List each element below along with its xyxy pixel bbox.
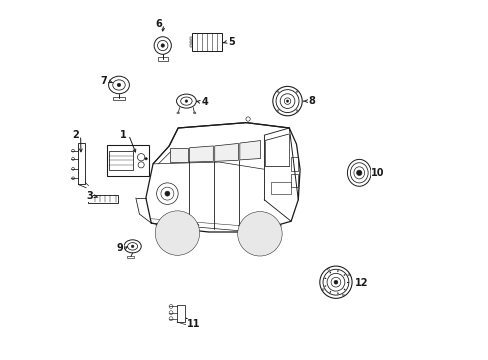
- Polygon shape: [214, 143, 238, 161]
- Bar: [87, 195, 118, 203]
- Circle shape: [174, 230, 180, 236]
- Text: 9: 9: [116, 243, 123, 253]
- Bar: [271, 182, 290, 194]
- Bar: [109, 151, 133, 170]
- Bar: [190, 44, 191, 47]
- Bar: [78, 143, 85, 184]
- Circle shape: [131, 245, 134, 248]
- Circle shape: [356, 170, 361, 176]
- Bar: [158, 57, 167, 60]
- Circle shape: [144, 158, 147, 160]
- Circle shape: [237, 212, 282, 256]
- Circle shape: [286, 100, 288, 102]
- Text: 4: 4: [201, 97, 208, 107]
- Circle shape: [185, 100, 187, 102]
- Text: 10: 10: [370, 168, 384, 178]
- Text: 7: 7: [101, 76, 107, 86]
- Bar: [107, 145, 148, 176]
- Text: 3: 3: [86, 192, 93, 202]
- Bar: [190, 37, 191, 40]
- Bar: [190, 41, 191, 43]
- Polygon shape: [170, 148, 188, 162]
- Circle shape: [117, 83, 121, 87]
- Polygon shape: [239, 140, 260, 160]
- Circle shape: [333, 280, 337, 284]
- Text: 8: 8: [308, 96, 315, 106]
- Bar: [290, 157, 297, 171]
- Text: 6: 6: [155, 19, 162, 29]
- Circle shape: [164, 191, 169, 196]
- Text: 2: 2: [72, 130, 79, 140]
- Polygon shape: [189, 146, 213, 162]
- Bar: [290, 174, 297, 187]
- Text: 12: 12: [355, 278, 368, 288]
- Circle shape: [161, 44, 164, 47]
- Bar: [127, 256, 134, 258]
- Text: 1: 1: [120, 130, 126, 140]
- Text: 5: 5: [228, 37, 235, 47]
- Circle shape: [155, 211, 199, 255]
- Bar: [113, 97, 124, 100]
- Bar: [177, 305, 184, 322]
- Circle shape: [257, 231, 262, 237]
- Bar: [191, 33, 222, 51]
- Text: 11: 11: [186, 319, 200, 329]
